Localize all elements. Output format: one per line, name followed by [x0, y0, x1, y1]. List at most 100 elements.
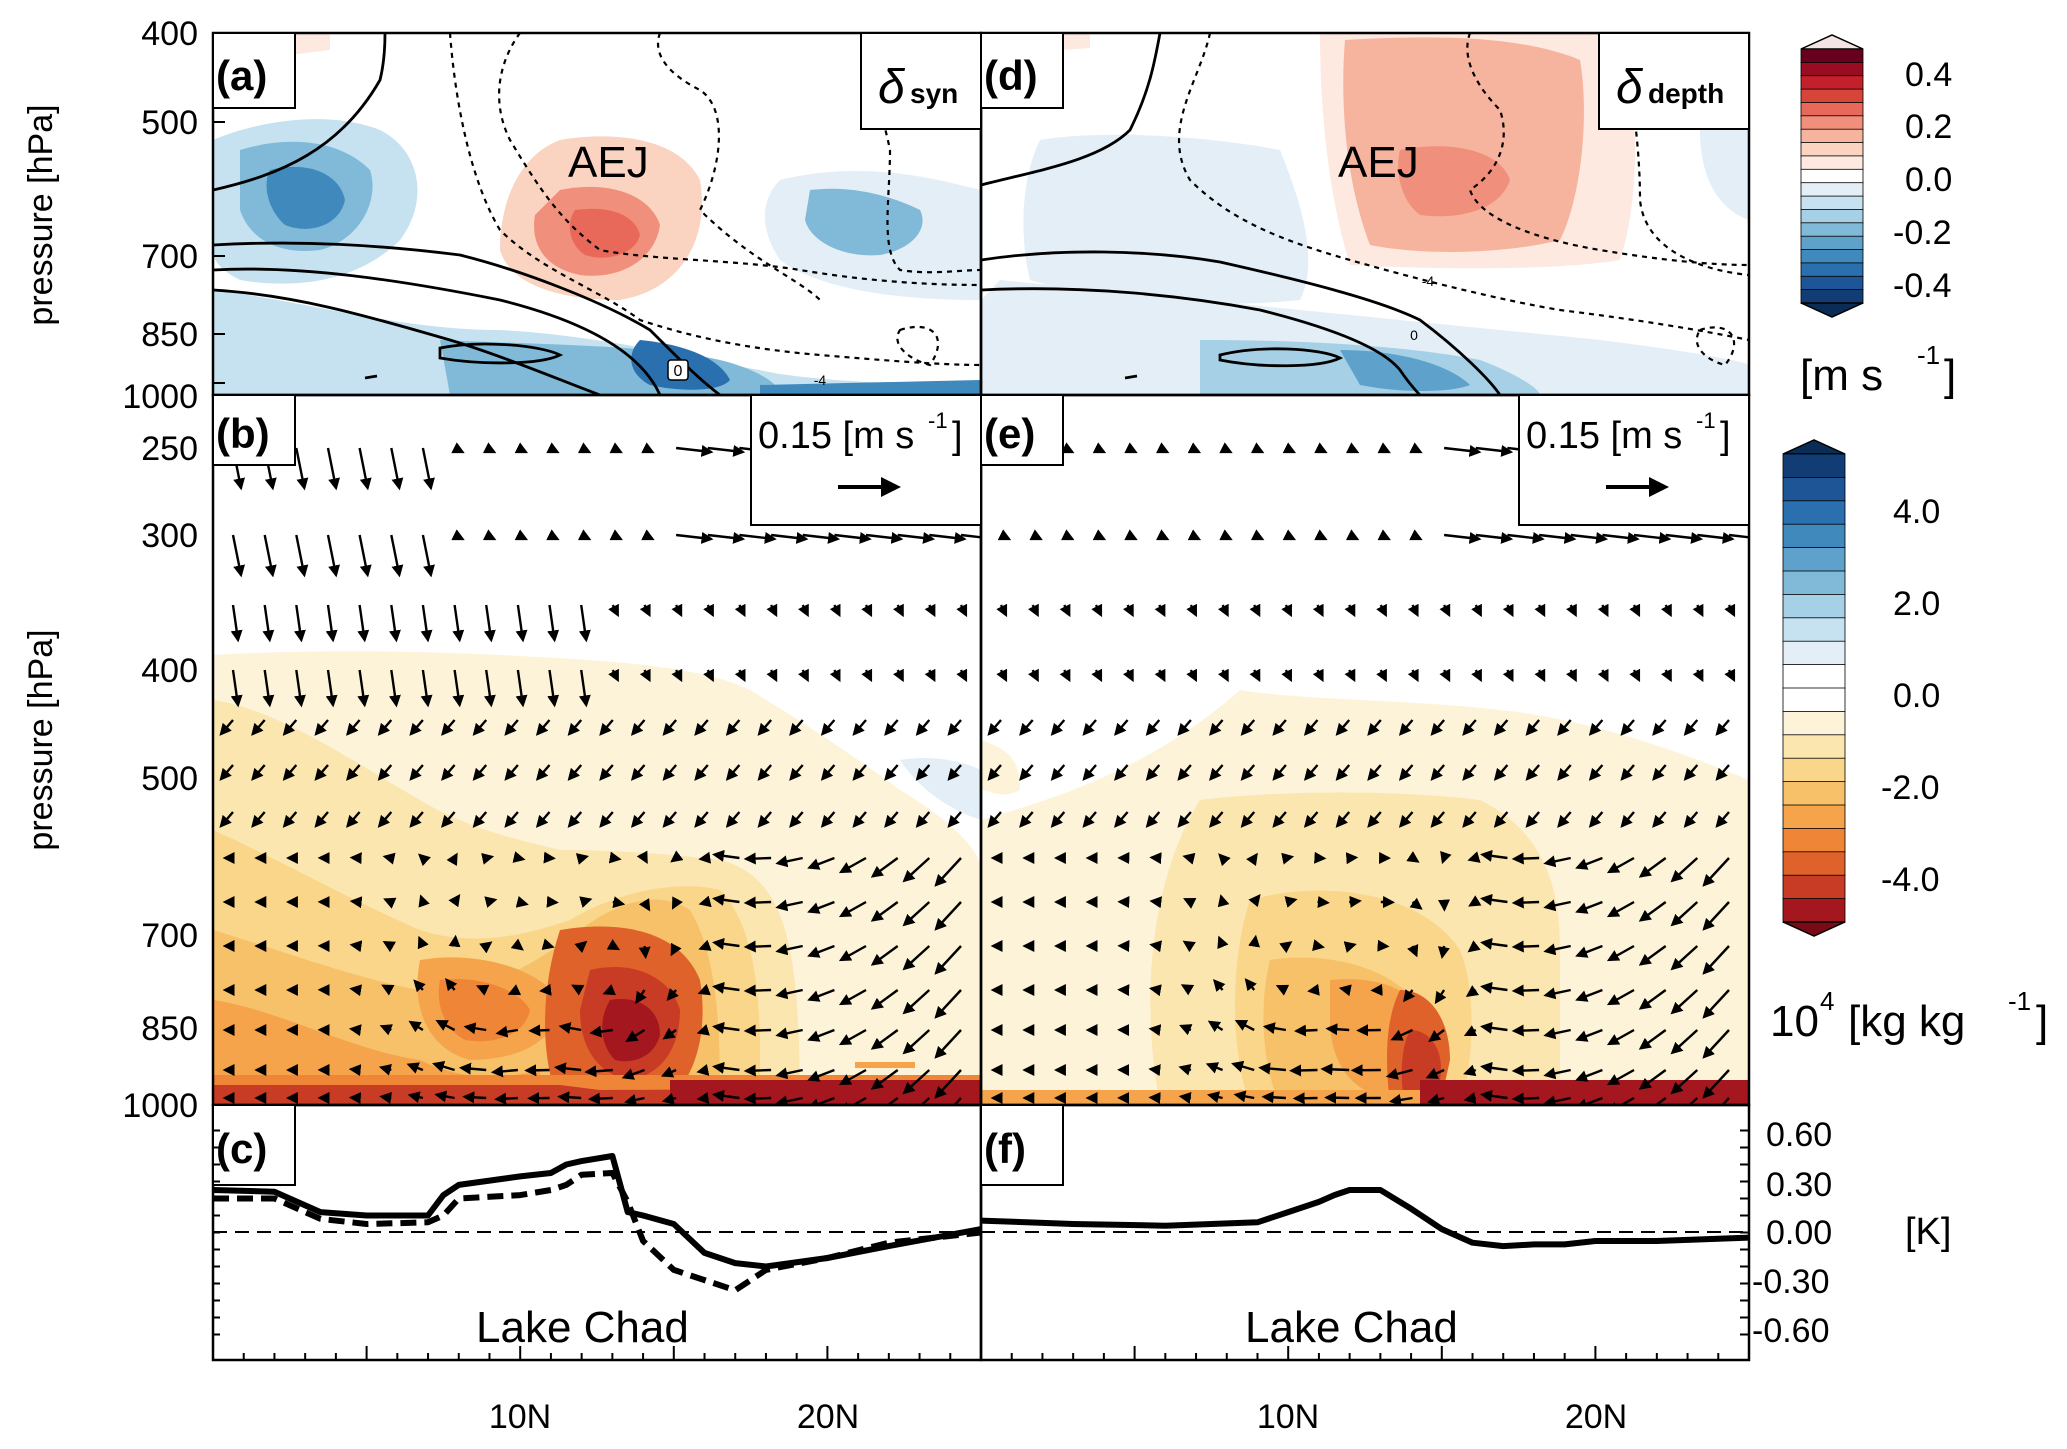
wind-vector	[483, 604, 496, 643]
colorbar-cell	[1782, 687, 1846, 713]
wind-vector	[1367, 764, 1382, 781]
wind-vector	[902, 989, 931, 1015]
ytick-top-850: 850	[141, 316, 198, 354]
wind-vector	[775, 1027, 803, 1040]
panel-a-shading	[213, 33, 981, 395]
wind-vector	[838, 944, 867, 962]
wind-vector	[712, 1061, 740, 1074]
wind-vector	[1557, 811, 1572, 828]
wind-vector	[1638, 945, 1667, 966]
wind-vector	[1205, 1062, 1224, 1074]
wind-vector	[1652, 719, 1667, 736]
wind-vector	[1148, 984, 1162, 997]
wind-vector	[295, 447, 309, 491]
ytick-right-0.00: 0.00	[1766, 1214, 1832, 1252]
panel-a-dashed-contours	[448, 33, 981, 367]
wind-vector	[326, 534, 341, 578]
panel-d-contour-labels: -4 0	[1410, 273, 1434, 343]
wind-vector	[1439, 668, 1451, 683]
wind-vector	[421, 447, 435, 491]
wind-vector	[441, 764, 456, 781]
wind-vector	[407, 1091, 424, 1104]
wind-vector	[1156, 442, 1170, 454]
wind-vector	[1702, 1029, 1730, 1059]
wind-vector	[1493, 764, 1509, 781]
cbar-q-unit-close: ]	[2036, 997, 2048, 1046]
wind-vector	[579, 896, 593, 908]
colorbar-cell	[1800, 182, 1864, 197]
cbar-q-tick-1: 2.0	[1893, 585, 1940, 623]
wind-vector	[712, 1089, 740, 1102]
wind-vector	[1665, 531, 1704, 544]
wind-vector	[1082, 764, 1097, 781]
wind-vector	[1148, 1024, 1162, 1037]
wind-vector	[638, 945, 651, 960]
wind-vector	[1377, 442, 1391, 454]
wind-vector	[703, 603, 714, 618]
wind-vector	[662, 719, 678, 736]
colorbar-end-top	[1782, 439, 1846, 455]
y-ticks-top: 400 500 700 850 1000	[122, 15, 198, 416]
wind-vector	[1683, 764, 1699, 781]
wind-vector	[934, 989, 962, 1019]
axis-ticks	[212, 32, 1750, 1360]
wind-vector	[1692, 603, 1704, 618]
wind-vector	[1282, 442, 1297, 454]
wind-vector	[484, 896, 498, 908]
wind-vector	[409, 719, 424, 736]
wind-vector	[775, 855, 803, 868]
wind-vector	[1248, 894, 1261, 908]
wind-vector	[1217, 668, 1229, 683]
wind-vector	[1261, 1091, 1286, 1104]
wind-vector	[482, 529, 497, 541]
wind-vector	[451, 529, 465, 541]
ytick-mid-300: 300	[141, 517, 198, 555]
annotation-aej-a: AEJ	[568, 138, 649, 187]
wind-vector	[1240, 811, 1256, 828]
wind-vector	[802, 531, 841, 544]
cbar-wind-tick-0: 0.4	[1905, 56, 1952, 94]
wind-vector	[884, 719, 899, 736]
wind-vector	[1217, 935, 1229, 950]
wind-vector	[379, 1092, 392, 1104]
wind-vector	[1511, 1024, 1540, 1037]
wind-vector	[1606, 1028, 1635, 1046]
wind-vector	[1588, 719, 1604, 736]
delta-subscript-syn: syn	[910, 78, 958, 109]
wind-vector	[1312, 668, 1324, 683]
wind-vector	[725, 764, 741, 781]
wind-vector	[608, 851, 622, 864]
wind-vector	[1282, 529, 1297, 541]
wind-vector	[1670, 989, 1699, 1015]
wind-vector	[1390, 1028, 1414, 1041]
ytick-top-400: 400	[141, 15, 198, 53]
wind-vector	[1154, 603, 1166, 618]
wind-vector	[577, 442, 592, 454]
wind-vector	[1248, 934, 1261, 948]
wind-vector	[1471, 668, 1482, 683]
wind-vector	[1715, 811, 1730, 828]
wind-vector	[1511, 1092, 1540, 1105]
wind-vector	[1114, 764, 1129, 781]
wind-vector	[1670, 857, 1699, 883]
xtick-10N-left: 10N	[489, 1398, 551, 1436]
wind-vector	[357, 604, 370, 643]
wind-vector	[1186, 603, 1197, 618]
wind-vector	[230, 604, 243, 643]
wind-vector	[1724, 668, 1736, 683]
svg-text:0: 0	[674, 363, 683, 380]
wind-vector	[1207, 1020, 1224, 1033]
wind-vector	[219, 811, 234, 828]
wind-vector	[1407, 603, 1419, 618]
wind-vector	[1303, 764, 1319, 781]
xtick-20N-right: 20N	[1565, 1398, 1627, 1436]
wind-vector	[1652, 764, 1667, 781]
wind-vector	[1409, 442, 1423, 454]
wind-vector	[1367, 719, 1382, 736]
wind-vector	[696, 1064, 710, 1076]
panel-d-contours	[981, 33, 1502, 395]
wind-vector	[1148, 1092, 1161, 1105]
wind-vector	[1480, 1021, 1508, 1034]
wind-vector	[1543, 855, 1571, 868]
ylabel-right-unit: [K]	[1905, 1211, 1951, 1253]
